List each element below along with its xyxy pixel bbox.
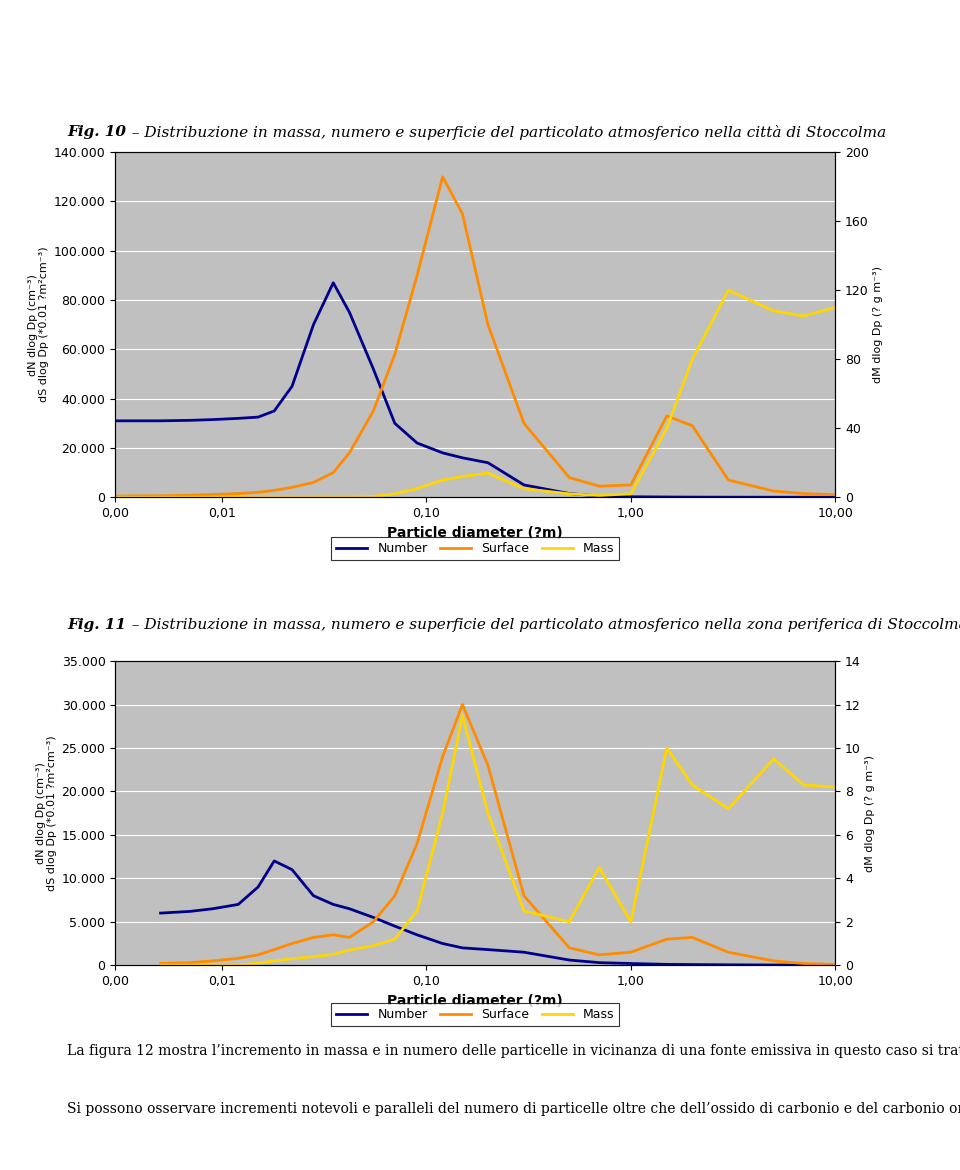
Y-axis label: dN dlog Dp (cm⁻³)
dS dlog Dp (*0.01 ?m²cm⁻³): dN dlog Dp (cm⁻³) dS dlog Dp (*0.01 ?m²c… <box>28 247 49 402</box>
Text: Fig. 11: Fig. 11 <box>67 618 126 632</box>
Y-axis label: dN dlog Dp (cm⁻³)
dS dlog Dp (*0.01 ?m²cm⁻³): dN dlog Dp (cm⁻³) dS dlog Dp (*0.01 ?m²c… <box>36 735 58 892</box>
X-axis label: Particle diameter (?m): Particle diameter (?m) <box>387 993 564 1007</box>
Text: Si possono osservare incrementi notevoli e paralleli del numero di particelle ol: Si possono osservare incrementi notevoli… <box>67 1102 960 1116</box>
Text: Fig. 10: Fig. 10 <box>67 125 126 139</box>
Text: – Distribuzione in massa, numero e superficie del particolato atmosferico nella : – Distribuzione in massa, numero e super… <box>127 125 886 140</box>
Text: – Distribuzione in massa, numero e superficie del particolato atmosferico nella : – Distribuzione in massa, numero e super… <box>127 618 960 632</box>
Legend: Number, Surface, Mass: Number, Surface, Mass <box>331 1003 619 1026</box>
Text: La figura 12 mostra l’incremento in massa e in numero delle particelle in vicina: La figura 12 mostra l’incremento in mass… <box>67 1044 960 1058</box>
Y-axis label: dM dlog Dp (? g m⁻³): dM dlog Dp (? g m⁻³) <box>873 267 883 384</box>
Y-axis label: dM dlog Dp (? g m⁻³): dM dlog Dp (? g m⁻³) <box>865 755 875 872</box>
X-axis label: Particle diameter (?m): Particle diameter (?m) <box>387 525 564 539</box>
Legend: Number, Surface, Mass: Number, Surface, Mass <box>331 537 619 560</box>
